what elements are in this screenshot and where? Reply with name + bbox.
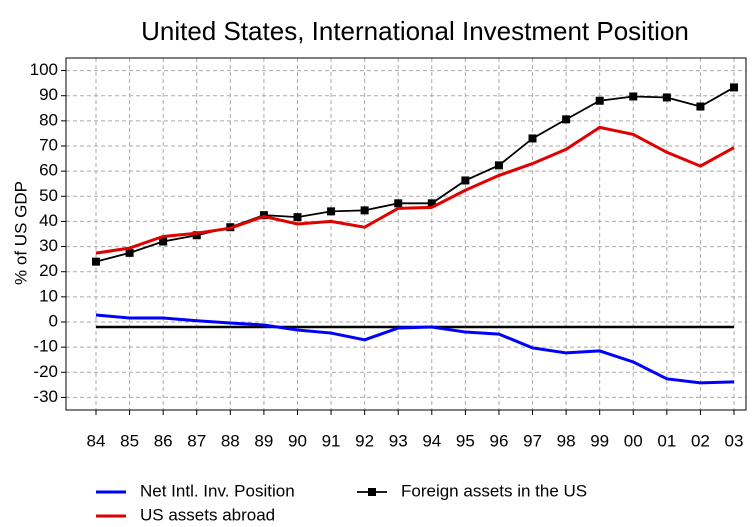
series-line [95, 125, 735, 255]
x-tick-label: 98 [557, 431, 576, 450]
marker [528, 134, 537, 143]
x-tick-label: 90 [288, 431, 307, 450]
legend-label: US assets abroad [140, 505, 275, 524]
x-tick-label: 02 [691, 431, 710, 450]
y-tick-label: 70 [39, 135, 58, 154]
x-tick-label: 88 [221, 431, 240, 450]
marker [192, 231, 201, 240]
x-tick-label: 01 [657, 431, 676, 450]
legend-marker [368, 488, 376, 496]
plot-frame [65, 57, 747, 411]
series-line [95, 86, 735, 263]
x-tick-label: 91 [322, 431, 341, 450]
x-tick-label: 00 [624, 431, 643, 450]
legend-label: Foreign assets in the US [401, 481, 587, 500]
marker [595, 96, 604, 105]
x-tick-label: 95 [456, 431, 475, 450]
marker [494, 161, 503, 170]
y-tick-label: 100 [30, 60, 58, 79]
x-tick-label: 03 [725, 431, 744, 450]
x-tick-label: 87 [187, 431, 206, 450]
y-tick-label: 80 [39, 110, 58, 129]
x-tick-label: 92 [355, 431, 374, 450]
x-tick-label: 85 [120, 431, 139, 450]
x-tick-label: 99 [590, 431, 609, 450]
marker [427, 199, 436, 208]
marker [394, 199, 403, 208]
y-tick-label: -30 [33, 387, 58, 406]
y-tick-label: -20 [33, 362, 58, 381]
series-line [95, 313, 735, 385]
legend-label: Net Intl. Inv. Position [140, 481, 295, 500]
marker [159, 237, 168, 246]
x-tick-label: 94 [422, 431, 441, 450]
y-tick-label: 20 [39, 261, 58, 280]
x-tick-label: 89 [254, 431, 273, 450]
y-tick-label: -10 [33, 337, 58, 356]
y-tick-label: 90 [39, 85, 58, 104]
y-tick-label: 50 [39, 186, 58, 205]
marker [293, 213, 302, 222]
y-tick-label: 30 [39, 236, 58, 255]
marker [629, 92, 638, 101]
x-tick-label: 84 [87, 431, 106, 450]
x-tick-label: 86 [154, 431, 173, 450]
marker [92, 257, 100, 266]
marker [562, 115, 571, 124]
chart-title: United States, International Investment … [141, 16, 689, 46]
marker [360, 206, 369, 215]
marker [662, 93, 671, 102]
marker [461, 176, 470, 185]
marker [125, 248, 134, 257]
y-tick-label: 10 [39, 286, 58, 305]
y-axis-label: % of US GDP [11, 181, 30, 285]
marker [327, 207, 336, 216]
x-tick-label: 96 [489, 431, 508, 450]
marker [696, 102, 705, 111]
y-tick-label: 60 [39, 161, 58, 180]
x-tick-label: 97 [523, 431, 542, 450]
y-tick-label: 40 [39, 211, 58, 230]
x-tick-label: 93 [389, 431, 408, 450]
y-tick-label: 0 [49, 311, 58, 330]
marker [730, 83, 738, 92]
